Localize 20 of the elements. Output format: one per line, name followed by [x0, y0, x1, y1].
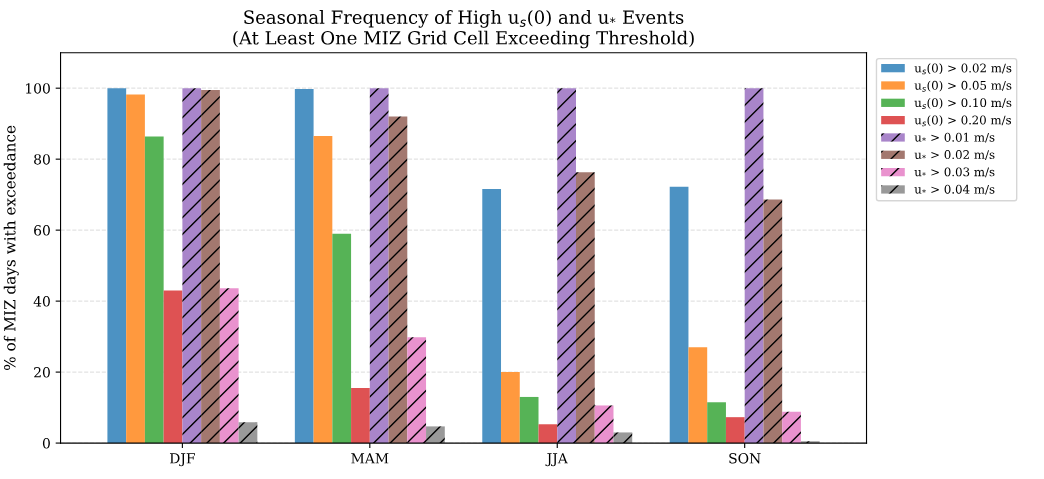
chart-title: Seasonal Frequency of High u$_{s}$(0) and u$_{*}$ Events (At Least One MIZ Grid Cell Exceeding Threshold): [233, 10, 694, 49]
x-tick-label: MAM: [351, 453, 389, 464]
legend-label: u$_{s}$(0) > 0.02 m/s: [914, 63, 1012, 75]
legend-label: u$_{*}$ > 0.02 m/s: [914, 150, 995, 160]
legend-label: u$_{s}$(0) > 0.05 m/s: [914, 80, 1012, 92]
legend-label: u$_{*}$ > 0.03 m/s: [914, 167, 995, 178]
y-tick-label: 20: [34, 367, 50, 378]
y-tick-label: 60: [34, 225, 50, 236]
y-tick-label: 40: [33, 296, 50, 307]
x-tick-label: DJF: [169, 453, 195, 467]
y-tick-label: 0: [42, 438, 50, 449]
x-tick-label: SON: [729, 453, 761, 464]
y-tick-label: 100: [26, 83, 50, 94]
y-tick-label: 80: [34, 154, 50, 165]
x-tick-label: JJA: [545, 453, 568, 467]
legend-label: u$_{*}$ > 0.04 m/s: [914, 184, 995, 195]
legend-label: u$_{s}$(0) > 0.20 m/s: [914, 115, 1012, 127]
y-axis-title: % of MIZ days with exceedance: [3, 125, 19, 370]
legend-label: u$_{s}$(0) > 0.10 m/s: [914, 97, 1012, 109]
legend-label: u$_{*}$ > 0.01 m/s: [914, 132, 995, 143]
